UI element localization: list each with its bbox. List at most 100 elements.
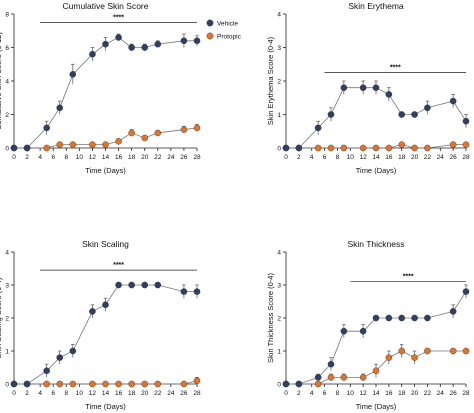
x-tick-label: 6 <box>51 154 55 161</box>
data-point-vehicle <box>340 327 348 335</box>
x-tick-label: 0 <box>284 390 288 397</box>
x-tick-label: 6 <box>51 390 55 397</box>
x-tick-label: 10 <box>347 154 355 161</box>
data-point-vehicle <box>295 380 303 388</box>
data-point-protopic <box>398 141 406 148</box>
data-point-protopic <box>411 144 418 152</box>
y-tick-label: 6 <box>5 45 9 52</box>
x-tick-label: 28 <box>193 154 201 161</box>
data-point-vehicle <box>340 84 348 91</box>
data-point-vehicle <box>282 380 290 388</box>
data-point-protopic <box>154 129 162 137</box>
x-tick-label: 12 <box>360 154 368 161</box>
x-tick-label: 10 <box>76 390 84 397</box>
y-tick-label: 4 <box>5 78 9 85</box>
x-tick-label: 10 <box>76 154 84 161</box>
data-point-vehicle <box>398 314 406 322</box>
data-point-vehicle <box>115 34 122 41</box>
data-point-protopic <box>372 367 380 375</box>
data-point-vehicle <box>449 308 457 315</box>
y-axis-label: Skin Erythema Score (0-4) <box>266 36 275 125</box>
data-point-protopic <box>89 380 96 388</box>
data-point-vehicle <box>359 327 367 335</box>
data-point-protopic <box>385 144 393 152</box>
y-tick-label: 8 <box>5 11 9 18</box>
y-tick-label: 1 <box>5 348 9 355</box>
data-point-vehicle <box>89 308 96 315</box>
data-point-vehicle <box>102 301 109 309</box>
data-point-vehicle <box>193 288 201 295</box>
x-tick-label: 0 <box>12 154 16 161</box>
x-tick-label: 28 <box>462 390 470 397</box>
legend: Vehicle Protopic <box>206 19 242 40</box>
y-tick-label: 0 <box>277 145 281 152</box>
data-point-vehicle <box>372 84 380 91</box>
x-tick-label: 14 <box>102 154 110 161</box>
y-tick-label: 2 <box>277 78 281 85</box>
chart-title: Skin Scaling <box>82 239 129 249</box>
x-tick-label: 22 <box>424 390 432 397</box>
x-tick-label: 16 <box>385 390 393 397</box>
y-tick-label: 4 <box>277 11 281 18</box>
data-point-vehicle <box>327 360 335 368</box>
x-tick-label: 24 <box>167 390 175 397</box>
data-point-vehicle <box>372 314 380 322</box>
y-tick-label: 0 <box>277 381 281 388</box>
data-point-protopic <box>327 374 335 381</box>
x-tick-label: 26 <box>180 154 188 161</box>
x-tick-label: 2 <box>25 390 29 397</box>
x-tick-label: 2 <box>25 154 29 161</box>
data-point-protopic <box>411 354 418 361</box>
x-axis-label: Time (Days) <box>85 402 126 411</box>
data-point-vehicle <box>411 314 418 322</box>
data-point-protopic <box>462 347 470 355</box>
data-point-vehicle <box>43 124 50 132</box>
y-axis-label: Skin Scaling Score (0-4) <box>0 277 3 358</box>
data-point-vehicle <box>141 281 149 289</box>
legend-label-protopic: Protopic <box>217 33 242 40</box>
data-point-protopic <box>43 144 50 152</box>
data-point-vehicle <box>56 354 64 361</box>
x-tick-label: 8 <box>64 154 68 161</box>
significance-label: **** <box>390 65 401 72</box>
x-tick-label: 20 <box>141 390 149 397</box>
data-point-vehicle <box>69 347 77 355</box>
x-tick-label: 20 <box>141 154 149 161</box>
x-tick-label: 2 <box>297 154 301 161</box>
significance-label: **** <box>113 262 124 269</box>
x-tick-label: 22 <box>154 154 162 161</box>
x-tick-label: 2 <box>297 390 301 397</box>
data-point-protopic <box>314 144 322 152</box>
y-tick-label: 0 <box>5 381 9 388</box>
x-tick-label: 12 <box>89 154 97 161</box>
y-tick-label: 3 <box>277 282 281 289</box>
x-tick-label: 28 <box>193 390 201 397</box>
data-point-vehicle <box>462 117 470 125</box>
x-tick-label: 16 <box>115 154 123 161</box>
data-point-vehicle <box>398 111 406 118</box>
x-tick-label: 12 <box>360 390 368 397</box>
legend-marker-vehicle <box>206 19 214 27</box>
y-tick-label: 2 <box>5 315 9 322</box>
y-axis-label: Cumulative Skin Score (0-12) <box>0 32 3 130</box>
x-tick-label: 14 <box>102 390 110 397</box>
chart-title: Skin Erythema <box>348 1 404 11</box>
data-point-vehicle <box>56 104 64 112</box>
data-point-protopic <box>154 380 162 388</box>
data-point-protopic <box>56 380 64 388</box>
data-point-vehicle <box>141 44 149 51</box>
y-tick-label: 4 <box>277 249 281 256</box>
series-line-vehicle <box>286 87 467 149</box>
data-point-protopic <box>69 380 77 388</box>
x-tick-label: 18 <box>398 154 406 161</box>
y-tick-label: 4 <box>5 249 9 256</box>
data-point-vehicle <box>128 44 135 51</box>
data-point-vehicle <box>69 71 77 78</box>
data-point-vehicle <box>314 124 322 132</box>
y-tick-label: 3 <box>277 45 281 52</box>
data-point-protopic <box>69 141 77 148</box>
